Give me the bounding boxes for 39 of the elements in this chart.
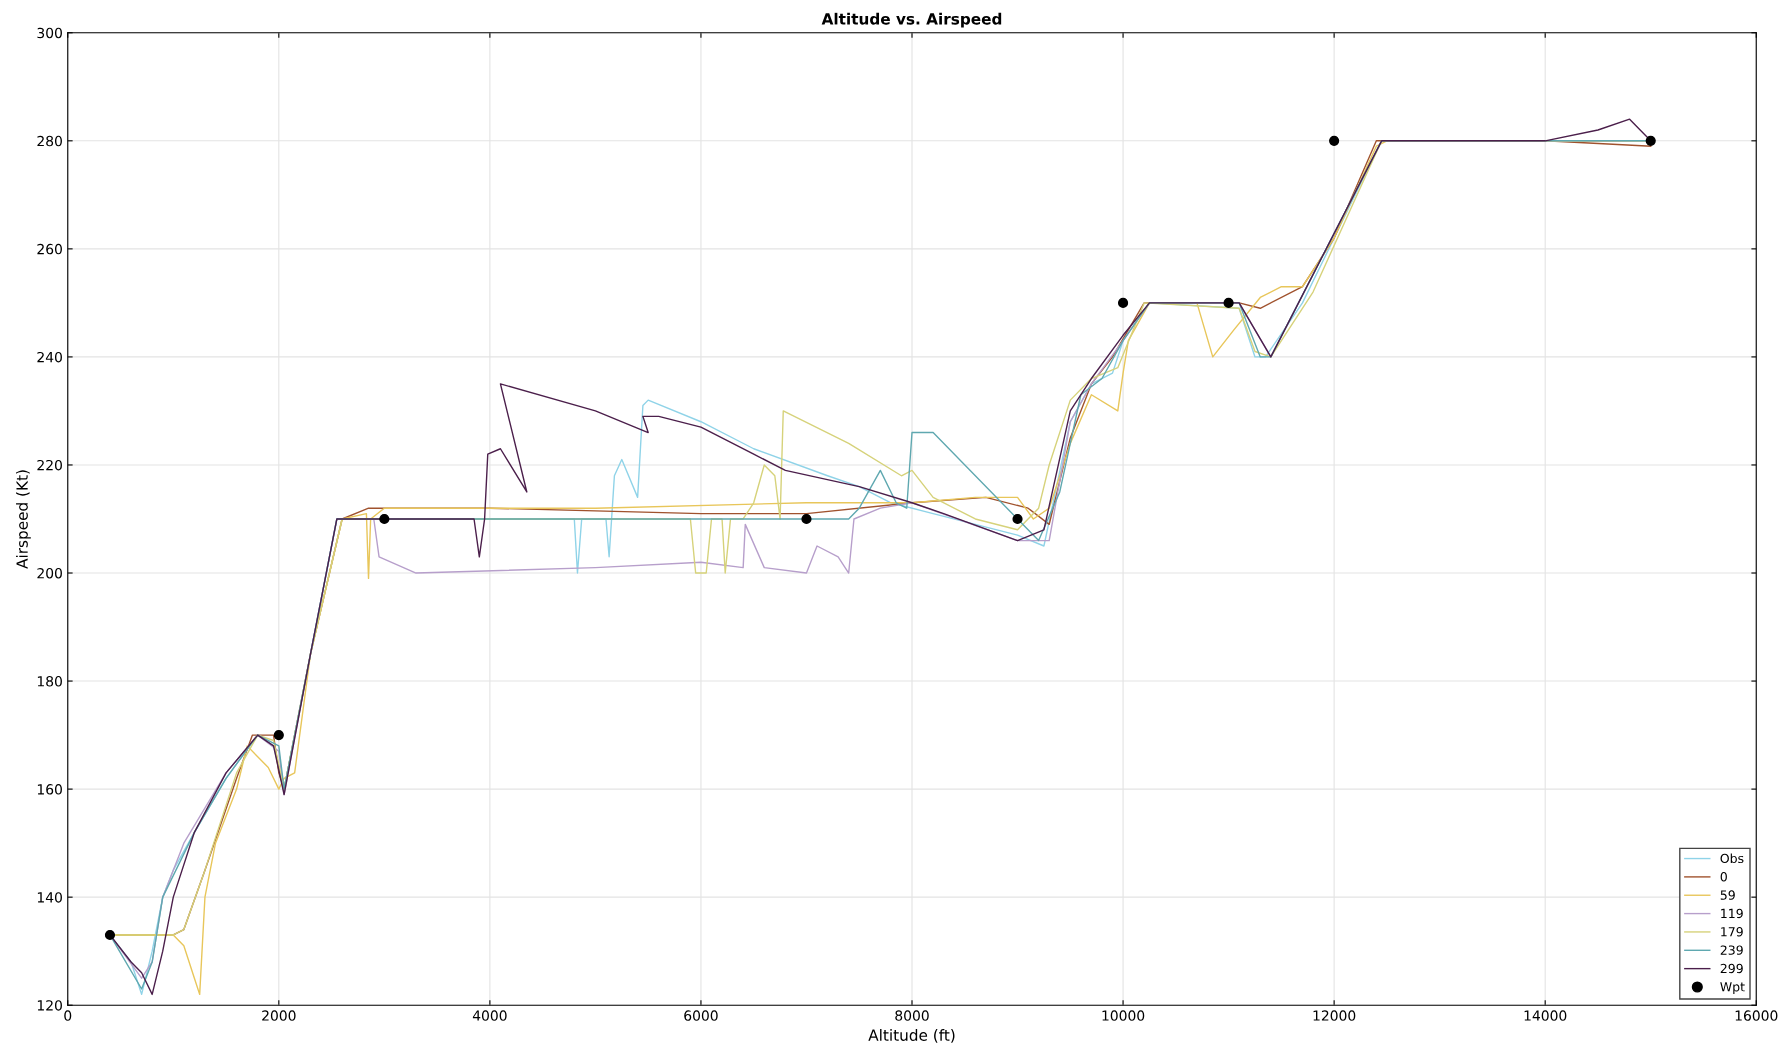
x-tick-label: 0	[64, 1010, 72, 1021]
x-tick-label: 8000	[895, 1010, 929, 1021]
legend-label: 239	[1720, 945, 1743, 955]
y-tick-label: 280	[37, 135, 62, 147]
point	[801, 513, 812, 525]
y-tick-label: 240	[37, 351, 62, 363]
point	[1645, 135, 1656, 146]
chart-title: Altitude vs. Airspeed	[821, 12, 1002, 28]
point	[1117, 297, 1129, 308]
x-tick-label: 6000	[684, 1010, 718, 1021]
point	[379, 513, 390, 525]
legend-label: 299	[1720, 963, 1743, 974]
point	[273, 729, 284, 741]
legend-label: Wpt	[1720, 982, 1745, 994]
x-tick-label: 10000	[1102, 1010, 1145, 1021]
legend-label: Obs	[1720, 853, 1744, 864]
legend-label: 179	[1721, 927, 1743, 937]
point	[1012, 513, 1023, 525]
y-tick-label: 120	[37, 1000, 62, 1011]
x-tick-label: 14000	[1524, 1010, 1567, 1021]
point	[104, 929, 116, 941]
y-tick-label: 300	[37, 27, 62, 39]
y-tick-label: 200	[37, 567, 62, 579]
point	[1223, 297, 1234, 308]
y-axis-title: Airspeed (Kt)	[16, 470, 31, 569]
point	[1329, 135, 1340, 146]
y-tick-label: 220	[37, 459, 62, 471]
legend-label: 119	[1721, 908, 1743, 919]
y-tick-label: 160	[37, 784, 62, 795]
legend-label: 0	[1720, 871, 1727, 882]
x-tick-label: 16000	[1735, 1010, 1778, 1021]
x-tick-label: 2000	[262, 1010, 296, 1021]
y-tick-label: 260	[37, 243, 62, 255]
x-tick-label: 4000	[472, 1010, 507, 1021]
x-axis-title: Altitude (ft)	[868, 1029, 955, 1043]
legend-label: 59	[1720, 890, 1735, 900]
y-tick-label: 140	[37, 892, 62, 903]
x-tick-label: 12000	[1313, 1010, 1356, 1021]
y-tick-label: 180	[37, 676, 62, 687]
